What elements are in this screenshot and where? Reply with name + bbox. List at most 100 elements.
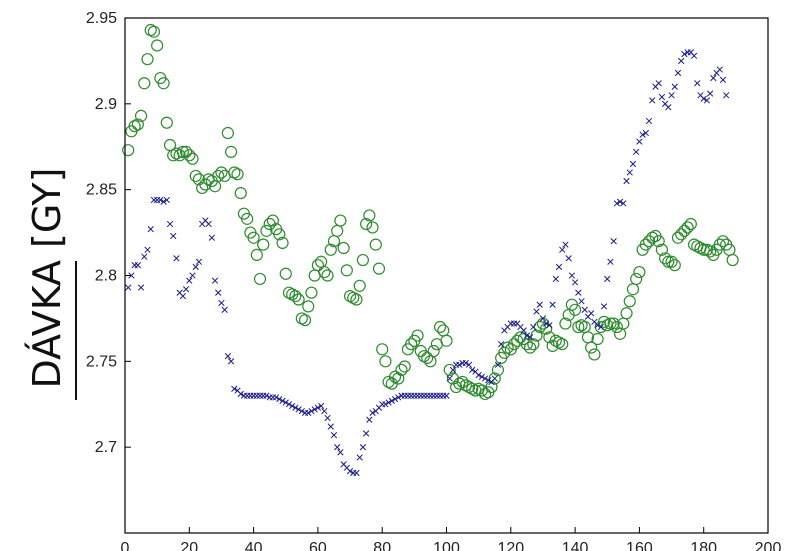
x-point: [668, 92, 675, 99]
x-tick-label: 160: [626, 540, 653, 551]
x-point: [539, 315, 547, 322]
circle-point: [578, 320, 591, 334]
x-point: [481, 375, 489, 382]
x-point: [298, 407, 305, 415]
x-point: [533, 308, 540, 315]
x-point: [195, 258, 203, 265]
x-point: [645, 117, 653, 125]
x-point: [543, 320, 550, 327]
circle-point: [376, 343, 389, 356]
x-point: [285, 401, 293, 408]
circle-point: [273, 228, 286, 241]
circle-point: [675, 228, 688, 241]
x-tick-label: 180: [690, 540, 717, 551]
circle-point: [292, 293, 305, 306]
x-point: [446, 375, 453, 382]
x-point: [221, 306, 228, 313]
circle-point: [704, 245, 717, 258]
circle-point: [379, 355, 392, 368]
circle-point: [212, 169, 225, 183]
circle-point: [276, 236, 289, 249]
x-point: [189, 272, 196, 279]
x-point: [141, 253, 148, 260]
x-point: [604, 275, 611, 283]
circle-point: [366, 221, 379, 234]
x-point: [485, 377, 492, 384]
x-point: [128, 272, 135, 279]
x-point: [716, 66, 723, 73]
circle-point: [331, 224, 344, 237]
circle-point: [147, 25, 161, 38]
circle-point: [186, 152, 199, 165]
x-point: [620, 200, 627, 207]
circle-point: [726, 253, 739, 267]
x-point: [166, 220, 174, 228]
circle-point: [523, 341, 537, 354]
y-tick-label: 2.8: [95, 268, 117, 285]
x-point: [337, 449, 344, 456]
circle-point: [668, 259, 681, 272]
x-point: [218, 299, 225, 307]
x-point: [536, 301, 543, 308]
x-point: [719, 76, 727, 83]
x-point: [170, 232, 177, 240]
x-point: [263, 392, 270, 399]
circle-point: [488, 372, 501, 385]
x-point: [498, 341, 505, 348]
x-point: [186, 277, 193, 284]
circle-point: [585, 341, 598, 354]
circle-point: [250, 248, 263, 261]
x-tick-label: 60: [309, 540, 327, 551]
x-point: [671, 83, 678, 90]
circle-point: [260, 224, 273, 237]
circle-point: [443, 363, 456, 377]
circle-point: [427, 344, 440, 358]
circle-point: [289, 290, 302, 303]
circle-point: [340, 264, 353, 277]
x-point: [295, 406, 302, 413]
circle-point: [266, 214, 279, 227]
x-point: [546, 322, 553, 329]
x-point: [366, 416, 373, 423]
x-point: [706, 90, 714, 97]
circle-point: [122, 144, 135, 157]
x-point: [462, 359, 469, 367]
x-point: [639, 131, 646, 138]
circle-point: [527, 338, 540, 351]
circle-point: [614, 327, 627, 340]
circle-point: [556, 338, 569, 351]
circle-point: [607, 317, 620, 330]
circle-point: [179, 145, 193, 158]
circle-point: [568, 303, 582, 316]
y-tick-label: 2.7: [95, 439, 117, 456]
x-point: [231, 385, 238, 392]
circle-point: [151, 39, 164, 52]
x-point: [144, 246, 151, 253]
x-point: [594, 322, 601, 329]
x-point: [134, 262, 142, 269]
circle-point: [353, 279, 366, 292]
x-point: [385, 399, 392, 406]
circle-point: [630, 272, 643, 286]
x-point: [478, 373, 486, 380]
x-point: [613, 200, 621, 207]
x-tick-label: 0: [121, 540, 130, 551]
x-point: [314, 404, 322, 411]
x-point: [205, 220, 212, 228]
circle-point: [405, 338, 418, 351]
circle-point: [604, 317, 617, 330]
x-point: [279, 397, 286, 404]
circle-point: [433, 320, 447, 334]
x-point: [334, 444, 341, 451]
circle-point: [507, 338, 521, 351]
circle-point: [655, 243, 669, 256]
circle-point: [662, 255, 675, 268]
x-point: [443, 392, 450, 399]
x-point: [616, 198, 624, 205]
x-point: [710, 74, 717, 82]
x-point: [629, 160, 637, 168]
x-point: [276, 395, 283, 403]
x-point: [391, 395, 399, 403]
x-point: [173, 255, 180, 262]
